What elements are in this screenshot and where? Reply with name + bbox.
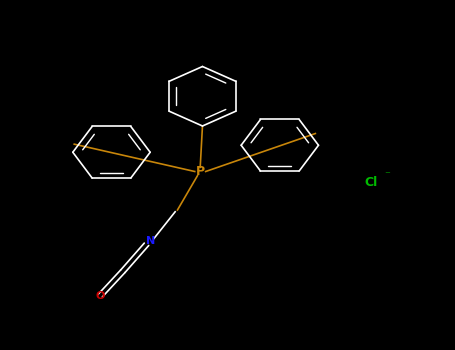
Text: Cl: Cl	[364, 175, 377, 189]
Text: O: O	[96, 291, 105, 301]
Text: N: N	[146, 237, 155, 246]
Text: P: P	[196, 165, 205, 178]
Text: ⁻: ⁻	[384, 170, 389, 180]
